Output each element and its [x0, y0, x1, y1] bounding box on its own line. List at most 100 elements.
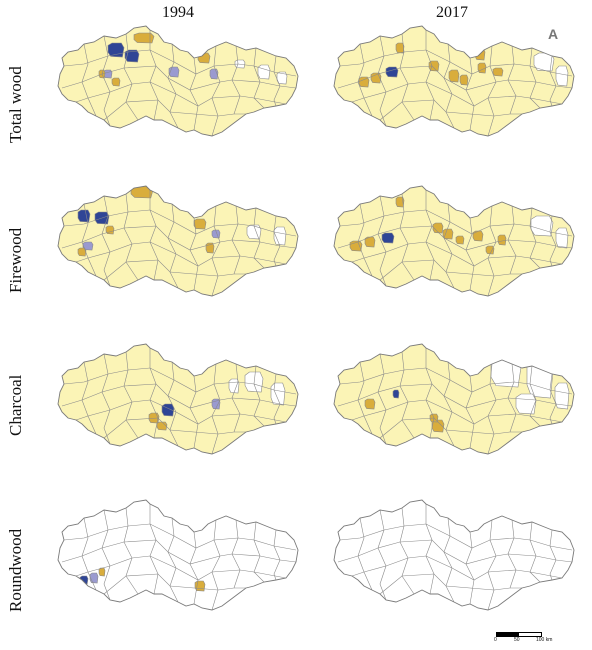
- municipality-region: [270, 382, 286, 406]
- municipality-region: [105, 225, 115, 235]
- municipal-boundary: [103, 99, 246, 121]
- municipality-region: [392, 389, 400, 399]
- state-border: [333, 499, 575, 611]
- municipal-boundary: [399, 351, 415, 439]
- municipality-region: [228, 378, 240, 394]
- municipal-boundary: [103, 573, 246, 595]
- map-panel: [330, 176, 580, 306]
- map-panel: [54, 490, 304, 620]
- municipal-boundary: [75, 81, 287, 107]
- state-area: [58, 26, 298, 136]
- municipal-boundary: [377, 195, 387, 287]
- scale-tick-label: 50: [514, 637, 520, 643]
- municipality-region: [77, 247, 87, 257]
- municipality-region: [89, 572, 99, 584]
- municipal-boundary: [337, 225, 573, 251]
- municipal-boundary: [101, 195, 111, 287]
- municipal-boundary: [443, 43, 455, 129]
- municipality-region: [497, 234, 507, 246]
- row-label-roundwood: Roundwood: [6, 528, 25, 612]
- municipal-boundary: [75, 555, 287, 581]
- map-svg: [333, 185, 575, 297]
- municipal-boundary: [337, 383, 573, 409]
- municipal-boundary: [149, 30, 159, 121]
- scale-tick-label: 100 km: [536, 637, 553, 643]
- state-border: [333, 25, 575, 137]
- municipal-boundary: [443, 361, 455, 447]
- scale-bar-segment: [518, 632, 542, 637]
- municipality-region: [364, 236, 376, 248]
- municipal-boundary: [377, 353, 387, 445]
- municipality-region: [133, 32, 155, 44]
- municipal-boundary: [487, 45, 497, 136]
- municipal-boundary: [379, 417, 522, 439]
- municipal-boundary: [351, 81, 563, 107]
- municipal-boundary: [123, 507, 139, 595]
- municipal-boundary: [487, 363, 497, 454]
- municipal-boundary: [339, 209, 573, 237]
- municipality-region: [77, 209, 91, 223]
- map-panel: [54, 334, 304, 464]
- municipal-boundary: [487, 205, 497, 296]
- map-panel: [54, 176, 304, 306]
- municipal-boundary: [399, 507, 415, 595]
- municipal-boundary: [339, 49, 573, 77]
- municipal-boundary: [149, 504, 159, 595]
- row-label-charcoal: Charcoal: [6, 374, 25, 436]
- municipality-region: [432, 222, 444, 234]
- state-border: [333, 185, 575, 297]
- municipal-boundary: [103, 259, 246, 281]
- municipality-region: [381, 232, 395, 244]
- municipal-boundary: [61, 225, 297, 251]
- municipal-boundary: [425, 190, 435, 281]
- municipality-region: [103, 69, 113, 79]
- municipal-boundary: [167, 517, 179, 603]
- municipal-boundary: [149, 348, 159, 439]
- municipal-boundary: [377, 509, 387, 601]
- scale-tick-label: 0: [494, 637, 497, 643]
- municipal-boundary: [63, 209, 297, 237]
- state-area: [58, 186, 298, 296]
- municipal-boundary: [61, 383, 297, 409]
- municipal-boundary: [123, 351, 139, 439]
- municipality-region: [358, 76, 370, 88]
- state-border: [57, 343, 299, 455]
- municipality-region: [124, 49, 140, 63]
- municipal-boundary: [75, 241, 287, 267]
- municipal-boundary: [351, 555, 563, 581]
- map-svg: [333, 343, 575, 455]
- municipal-boundary: [167, 361, 179, 447]
- municipality-region: [515, 393, 537, 415]
- map-svg: [333, 499, 575, 611]
- municipal-boundary: [211, 205, 221, 296]
- municipality-region: [98, 567, 106, 577]
- municipal-boundary: [379, 259, 522, 281]
- municipal-boundary: [63, 49, 297, 77]
- municipality-region: [395, 42, 405, 54]
- state-area: [334, 500, 574, 610]
- municipality-region: [276, 71, 288, 85]
- municipality-region: [455, 235, 465, 245]
- map-svg: [57, 499, 299, 611]
- municipal-boundary: [167, 43, 179, 129]
- municipality-region: [130, 186, 154, 199]
- municipality-region: [472, 230, 484, 242]
- municipality-region: [257, 64, 271, 80]
- municipality-region: [448, 69, 460, 83]
- north-arrow-icon: A: [548, 26, 559, 42]
- municipality-region: [273, 226, 287, 246]
- municipal-boundary: [167, 203, 179, 289]
- municipal-boundary: [487, 519, 497, 610]
- municipal-boundary: [75, 399, 287, 425]
- municipal-boundary: [61, 65, 297, 91]
- map-svg: [57, 185, 299, 297]
- municipal-boundary: [443, 517, 455, 603]
- municipal-boundary: [123, 33, 139, 121]
- municipality-region: [395, 196, 405, 208]
- state-border: [333, 343, 575, 455]
- municipality-region: [385, 66, 399, 78]
- municipal-boundary: [211, 45, 221, 136]
- municipality-region: [111, 77, 121, 87]
- map-svg: [333, 25, 575, 137]
- state-border: [57, 185, 299, 297]
